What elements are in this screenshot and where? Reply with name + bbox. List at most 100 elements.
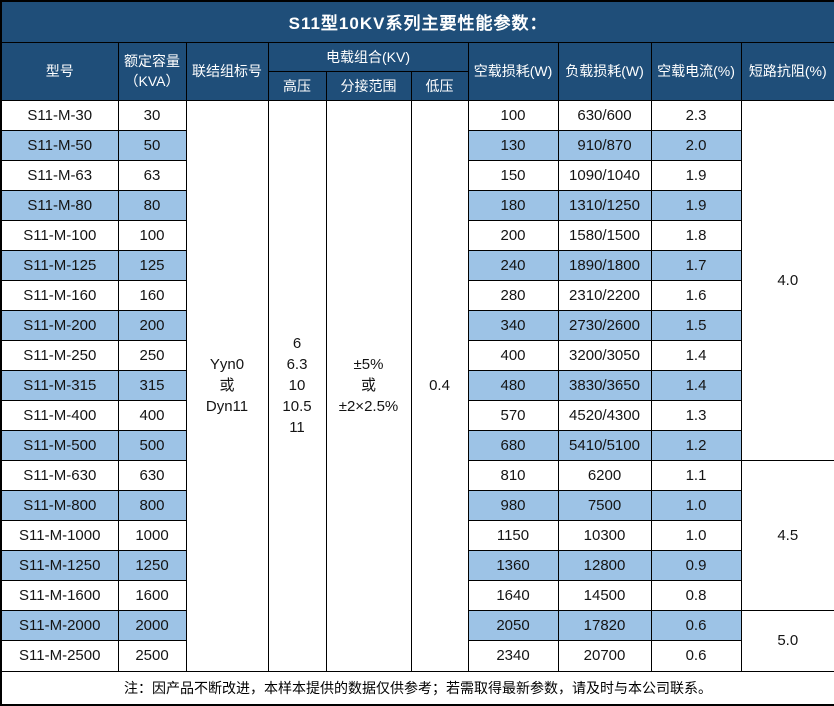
table-row: S11-M-50 50 130 910/870 2.0 [0, 129, 834, 161]
cell-hv-line: 6 [292, 335, 302, 352]
cell-load-loss: 4520/4300 [557, 399, 652, 432]
cell-load-loss: 2310/2200 [557, 279, 652, 311]
cell-capacity: 800 [117, 490, 187, 522]
cell-hv-line: 11 [289, 419, 305, 436]
cell-impedance: 5.0 [740, 610, 834, 672]
col-header-impedance: 短路抗阻(%) [740, 41, 834, 101]
cell-no-load-current: 1.4 [650, 339, 742, 371]
cell-tap-range-line: ±5% [353, 356, 384, 373]
col-header-voltage-group: 电载组合(KV) [267, 41, 469, 72]
col-header-capacity: 额定容量 （KVA） [117, 41, 187, 101]
cell-no-load-loss: 340 [467, 309, 559, 341]
table-row: S11-M-2500 2500 2340 20700 0.6 [0, 640, 834, 672]
cell-capacity: 50 [117, 129, 187, 161]
cell-capacity: 250 [117, 339, 187, 371]
cell-capacity: 630 [117, 460, 187, 492]
cell-capacity: 30 [117, 99, 187, 131]
cell-capacity: 400 [117, 399, 187, 432]
cell-no-load-current: 1.9 [650, 159, 742, 191]
cell-load-loss: 5410/5100 [557, 430, 652, 462]
cell-capacity: 200 [117, 309, 187, 341]
col-header-hv: 高压 [267, 70, 327, 101]
table-row: S11-M-63 63 150 1090/1040 1.9 [0, 159, 834, 191]
cell-connection-line: 或 [219, 377, 235, 394]
col-header-capacity-line2: （KVA） [124, 73, 180, 89]
cell-model: S11-M-1000 [0, 520, 119, 552]
cell-model: S11-M-100 [0, 219, 119, 251]
cell-model: S11-M-30 [0, 99, 119, 131]
table-row: S11-M-250 250 400 3200/3050 1.4 [0, 339, 834, 371]
col-header-lv: 低压 [410, 70, 469, 101]
cell-no-load-current: 1.5 [650, 309, 742, 341]
cell-connection-line: Dyn11 [205, 398, 249, 415]
cell-impedance: 4.5 [740, 460, 834, 612]
cell-no-load-current: 1.0 [650, 520, 742, 552]
cell-no-load-loss: 2050 [467, 610, 559, 642]
cell-model: S11-M-160 [0, 279, 119, 311]
table-title: S11型10KV系列主要性能参数： [0, 0, 834, 43]
cell-no-load-loss: 1150 [467, 520, 559, 552]
cell-tap-range: ±5% 或 ±2×2.5% [325, 99, 412, 672]
cell-load-loss: 14500 [557, 580, 652, 612]
cell-no-load-current: 0.6 [650, 610, 742, 642]
cell-model: S11-M-1250 [0, 550, 119, 582]
cell-load-loss: 910/870 [557, 129, 652, 161]
cell-model: S11-M-63 [0, 159, 119, 191]
cell-no-load-current: 1.3 [650, 399, 742, 432]
cell-model: S11-M-50 [0, 129, 119, 161]
cell-model: S11-M-200 [0, 309, 119, 341]
cell-no-load-loss: 570 [467, 399, 559, 432]
cell-no-load-current: 1.0 [650, 490, 742, 522]
cell-no-load-loss: 480 [467, 369, 559, 401]
cell-model: S11-M-500 [0, 430, 119, 462]
col-header-no-load-current: 空载电流(%) [650, 41, 742, 101]
cell-no-load-current: 0.8 [650, 580, 742, 612]
cell-capacity: 100 [117, 219, 187, 251]
cell-no-load-loss: 150 [467, 159, 559, 191]
col-header-model: 型号 [0, 41, 119, 101]
cell-lv: 0.4 [410, 99, 469, 672]
cell-capacity: 80 [117, 189, 187, 221]
cell-model: S11-M-2500 [0, 640, 119, 672]
cell-no-load-loss: 240 [467, 249, 559, 281]
cell-no-load-loss: 200 [467, 219, 559, 251]
cell-hv-line: 6.3 [286, 356, 308, 373]
cell-model: S11-M-630 [0, 460, 119, 492]
cell-no-load-loss: 1360 [467, 550, 559, 582]
cell-model: S11-M-1600 [0, 580, 119, 612]
cell-no-load-current: 0.6 [650, 640, 742, 672]
cell-impedance-line: 4.0 [777, 271, 799, 289]
cell-load-loss: 3200/3050 [557, 339, 652, 371]
cell-load-loss: 12800 [557, 550, 652, 582]
cell-load-loss: 1580/1500 [557, 219, 652, 251]
cell-capacity: 2000 [117, 610, 187, 642]
cell-capacity: 63 [117, 159, 187, 191]
cell-no-load-loss: 400 [467, 339, 559, 371]
cell-model: S11-M-315 [0, 369, 119, 401]
cell-no-load-current: 1.1 [650, 460, 742, 492]
table-row: S11-M-400 400 570 4520/4300 1.3 [0, 399, 834, 432]
cell-model: S11-M-250 [0, 339, 119, 371]
cell-no-load-current: 1.9 [650, 189, 742, 221]
cell-impedance-line: 5.0 [777, 632, 799, 650]
cell-hv-line: 10.5 [282, 398, 312, 415]
cell-no-load-loss: 280 [467, 279, 559, 311]
cell-load-loss: 2730/2600 [557, 309, 652, 341]
cell-no-load-current: 1.8 [650, 219, 742, 251]
cell-capacity: 1600 [117, 580, 187, 612]
cell-capacity: 500 [117, 430, 187, 462]
cell-no-load-loss: 810 [467, 460, 559, 492]
cell-no-load-loss: 180 [467, 189, 559, 221]
cell-capacity: 1000 [117, 520, 187, 552]
cell-no-load-current: 2.3 [650, 99, 742, 131]
cell-model: S11-M-125 [0, 249, 119, 281]
cell-model: S11-M-800 [0, 490, 119, 522]
col-header-capacity-line1: 额定容量 [124, 53, 180, 69]
cell-load-loss: 20700 [557, 640, 652, 672]
table-row: S11-M-500 500 680 5410/5100 1.2 [0, 430, 834, 462]
cell-load-loss: 6200 [557, 460, 652, 492]
col-header-connection: 联结组标号 [185, 41, 269, 101]
cell-load-loss: 1310/1250 [557, 189, 652, 221]
cell-load-loss: 630/600 [557, 99, 652, 131]
